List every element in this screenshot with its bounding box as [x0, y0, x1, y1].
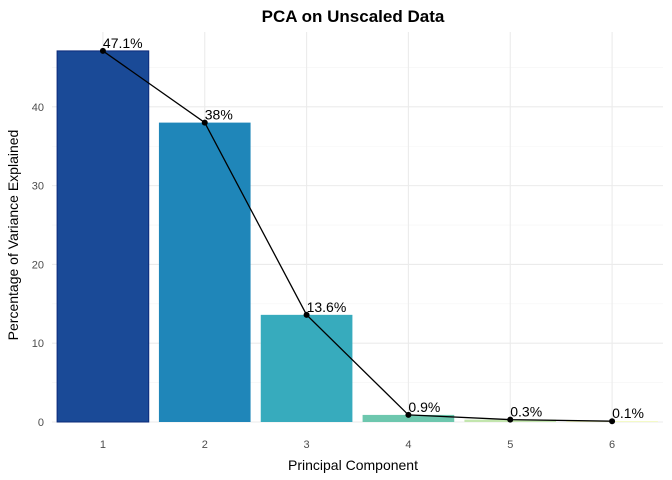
data-labels: 47.1% 38% 13.6% 0.9% 0.3% 0.1% [103, 35, 644, 421]
variance-point-2 [201, 119, 208, 126]
variance-line [99, 47, 616, 425]
bar-pc-1 [56, 50, 150, 423]
variance-point-5 [507, 416, 514, 423]
y-tick-label-30: 30 [32, 181, 44, 193]
data-label-pc-4: 0.9% [408, 399, 440, 415]
variance-polyline [102, 50, 613, 422]
x-tick-label-4: 4 [405, 439, 411, 451]
y-tick-label-0: 0 [38, 417, 44, 429]
data-label-pc-3: 13.6% [307, 299, 347, 315]
bars [56, 50, 658, 423]
x-tick-label-1: 1 [100, 439, 106, 451]
y-tick-label-20: 20 [32, 259, 44, 271]
data-label-pc-1: 47.1% [103, 35, 143, 51]
bar-pc-4 [362, 414, 455, 422]
x-tick-label-2: 2 [202, 439, 208, 451]
variance-point-4 [405, 411, 412, 418]
y-tick-label-10: 10 [32, 338, 44, 350]
x-tick-label-6: 6 [609, 439, 615, 451]
bar-pc-3 [260, 314, 353, 422]
variance-point-3 [303, 311, 310, 318]
data-label-pc-6: 0.1% [612, 405, 644, 421]
chart-title: PCA on Unscaled Data [262, 7, 445, 26]
y-axis-title: Percentage of Variance Explained [5, 130, 21, 341]
data-label-pc-2: 38% [205, 107, 233, 123]
x-tick-label-5: 5 [507, 439, 513, 451]
axis-ticks: 1 2 3 4 5 6 0 10 20 30 40 [32, 102, 615, 451]
y-tick-label-40: 40 [32, 102, 44, 114]
variance-point-6 [609, 418, 616, 425]
data-label-pc-5: 0.3% [510, 404, 542, 420]
bar-pc-2 [158, 122, 251, 422]
x-tick-label-3: 3 [304, 439, 310, 451]
variance-point-1 [99, 47, 106, 54]
x-axis-title: Principal Component [288, 457, 418, 473]
